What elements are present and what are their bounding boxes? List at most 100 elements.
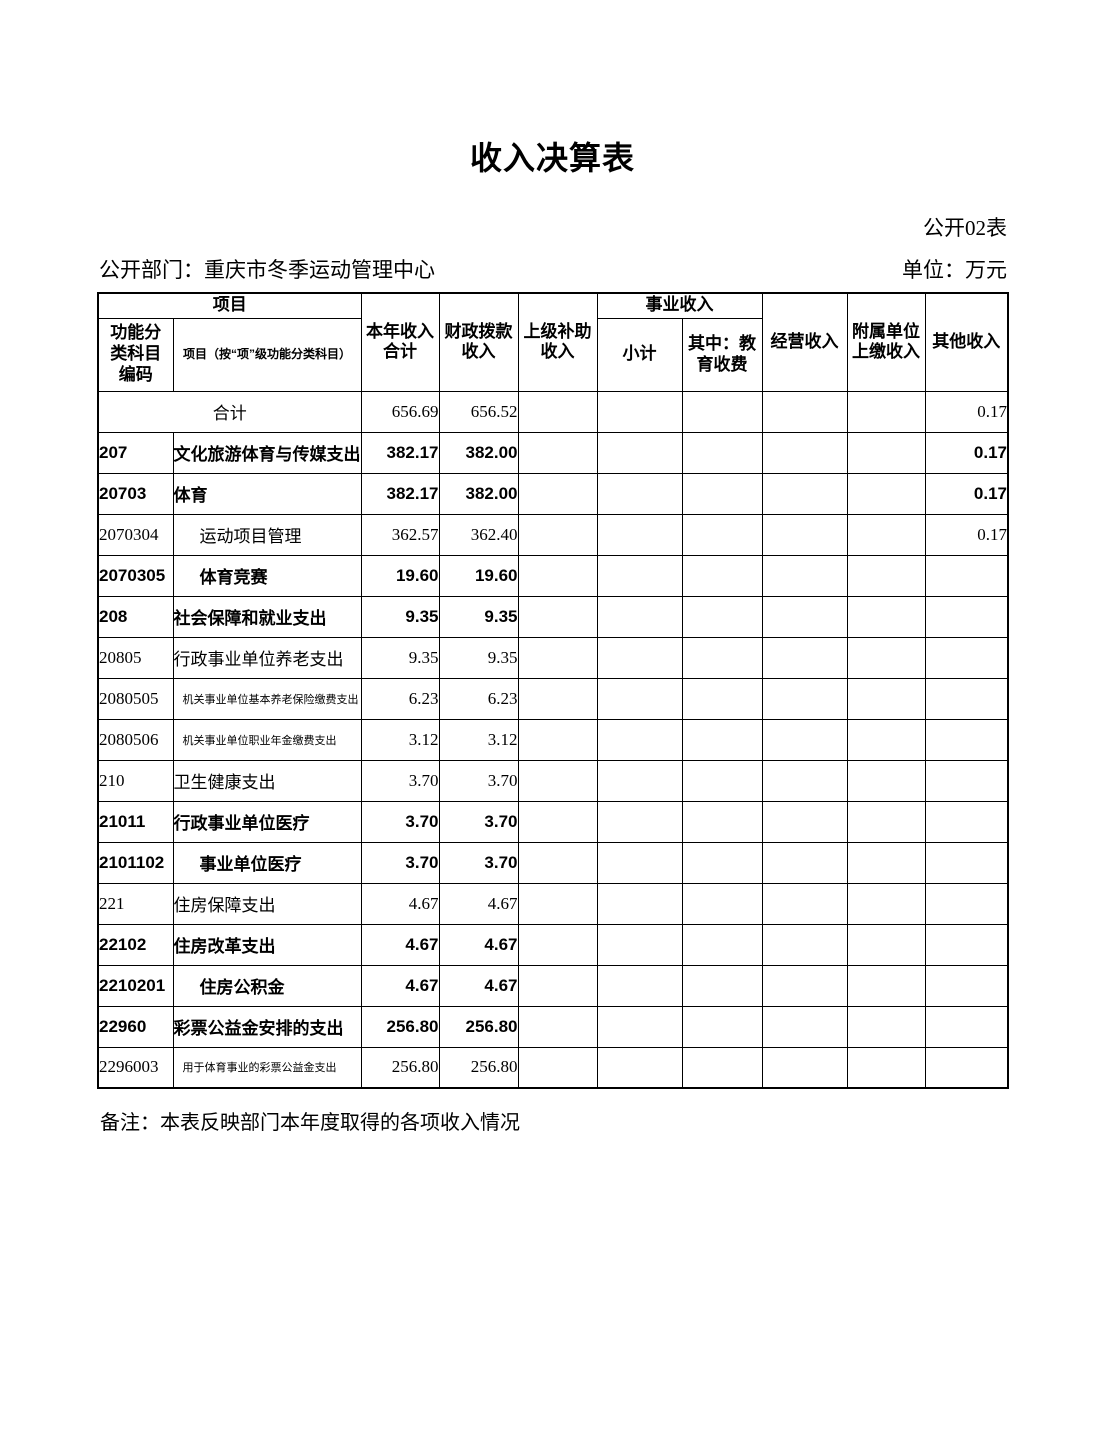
cell-education-fees [681, 1005, 763, 1048]
cell-other-income [924, 1005, 1009, 1048]
cell-project-name: 住房保障支出 [172, 882, 362, 925]
meta-row: 公开部门：重庆市冬季运动管理中心 单位：万元 [99, 254, 1007, 284]
table-row: 2080506 机关事业单位职业年金缴费支出 3.12 3.12 [97, 718, 1009, 761]
table-header-row: 项目 本年收入 合计 财政拨款 收入 上级补助 收入 事业收入 经营收入 附属单… [97, 292, 1009, 392]
cell-total-income: 256.80 [360, 1046, 440, 1089]
cell-total-income: 382.17 [360, 472, 440, 515]
cell-education-fees [681, 513, 763, 556]
col-header-education-fees: 其中：教 育收费 [681, 317, 763, 392]
cell-fiscal-income: 3.12 [438, 718, 519, 761]
table-row: 2210201 住房公积金 4.67 4.67 [97, 964, 1009, 1007]
cell-affiliated-income [846, 513, 926, 556]
cell-affiliated-income [846, 759, 926, 802]
cell-business-subtotal [596, 554, 683, 597]
cell-business-subtotal [596, 759, 683, 802]
cell-education-fees [681, 882, 763, 925]
cell-total-income: 6.23 [360, 677, 440, 720]
cell-fiscal-income: 382.00 [438, 472, 519, 515]
cell-project-name: 文化旅游体育与传媒支出 [172, 431, 362, 474]
cell-business-subtotal [596, 800, 683, 843]
cell-fiscal-income: 3.70 [438, 800, 519, 843]
col-header-total-income: 本年收入 合计 [360, 292, 440, 392]
cell-fiscal-income: 4.67 [438, 923, 519, 966]
cell-education-fees [681, 431, 763, 474]
col-header-project: 项目 [97, 292, 362, 319]
cell-total-income: 256.80 [360, 1005, 440, 1048]
cell-other-income [924, 677, 1009, 720]
cell-code: 2080506 [97, 718, 174, 761]
cell-code: 208 [97, 595, 174, 638]
cell-operating-income [761, 882, 848, 925]
cell-other-income [924, 841, 1009, 884]
cell-education-fees [681, 390, 763, 433]
cell-other-income: 0.17 [924, 513, 1009, 556]
col-header-fiscal-income: 财政拨款 收入 [438, 292, 519, 392]
cell-code: 22102 [97, 923, 174, 966]
table-row: 208 社会保障和就业支出 9.35 9.35 [97, 595, 1009, 638]
page-title: 收入决算表 [469, 140, 635, 176]
cell-education-fees [681, 472, 763, 515]
cell-affiliated-income [846, 390, 926, 433]
table-row-total: 合计 656.69 656.52 0.17 [97, 390, 1009, 433]
cell-total-income: 3.70 [360, 800, 440, 843]
cell-code: 210 [97, 759, 174, 802]
col-header-other-income: 其他收入 [924, 292, 1009, 392]
cell-other-income: 0.17 [924, 431, 1009, 474]
col-header-affiliated-income: 附属单位 上缴收入 [846, 292, 926, 392]
cell-fiscal-income: 9.35 [438, 636, 519, 679]
cell-education-fees [681, 841, 763, 884]
cell-education-fees [681, 964, 763, 1007]
cell-total-income: 4.67 [360, 923, 440, 966]
cell-other-income [924, 1046, 1009, 1089]
cell-total-income: 656.69 [360, 390, 440, 433]
cell-code: 207 [97, 431, 174, 474]
cell-superior-subsidy [517, 636, 598, 679]
cell-operating-income [761, 759, 848, 802]
cell-superior-subsidy [517, 718, 598, 761]
cell-total-income: 9.35 [360, 595, 440, 638]
cell-total-income: 4.67 [360, 964, 440, 1007]
col-header-business-income: 事业收入 [596, 292, 763, 319]
cell-code: 2080505 [97, 677, 174, 720]
cell-affiliated-income [846, 882, 926, 925]
table-row: 2101102 事业单位医疗 3.70 3.70 [97, 841, 1009, 884]
cell-education-fees [681, 1046, 763, 1089]
cell-operating-income [761, 431, 848, 474]
cell-affiliated-income [846, 964, 926, 1007]
cell-other-income [924, 636, 1009, 679]
cell-total-income: 382.17 [360, 431, 440, 474]
sheet-number-label: 公开02表 [923, 216, 1007, 240]
cell-fiscal-income: 256.80 [438, 1046, 519, 1089]
table-row: 207 文化旅游体育与传媒支出 382.17 382.00 0.17 [97, 431, 1009, 474]
cell-business-subtotal [596, 718, 683, 761]
cell-fiscal-income: 362.40 [438, 513, 519, 556]
table-row: 2080505 机关事业单位基本养老保险缴费支出 6.23 6.23 [97, 677, 1009, 720]
table-row: 2296003 用于体育事业的彩票公益金支出 256.80 256.80 [97, 1046, 1009, 1089]
table-row: 2070304 运动项目管理 362.57 362.40 0.17 [97, 513, 1009, 556]
cell-education-fees [681, 800, 763, 843]
cell-superior-subsidy [517, 759, 598, 802]
cell-other-income [924, 759, 1009, 802]
cell-superior-subsidy [517, 841, 598, 884]
table-row: 22960 彩票公益金安排的支出 256.80 256.80 [97, 1005, 1009, 1048]
cell-code: 20805 [97, 636, 174, 679]
cell-affiliated-income [846, 554, 926, 597]
cell-code: 20703 [97, 472, 174, 515]
cell-project-name: 合计 [97, 390, 362, 433]
cell-education-fees [681, 923, 763, 966]
cell-superior-subsidy [517, 431, 598, 474]
unit-label: 单位：万元 [902, 258, 1007, 282]
cell-business-subtotal [596, 1005, 683, 1048]
col-header-superior-subsidy: 上级补助 收入 [517, 292, 598, 392]
cell-fiscal-income: 382.00 [438, 431, 519, 474]
cell-superior-subsidy [517, 882, 598, 925]
cell-total-income: 362.57 [360, 513, 440, 556]
cell-superior-subsidy [517, 390, 598, 433]
cell-operating-income [761, 841, 848, 884]
cell-superior-subsidy [517, 923, 598, 966]
cell-other-income [924, 882, 1009, 925]
table-header-row: 功能分 类科目 编码 项目（按“项”级功能分类科目） 小计 其中：教 育收费 [97, 317, 1008, 392]
cell-education-fees [681, 595, 763, 638]
cell-total-income: 4.67 [360, 882, 440, 925]
